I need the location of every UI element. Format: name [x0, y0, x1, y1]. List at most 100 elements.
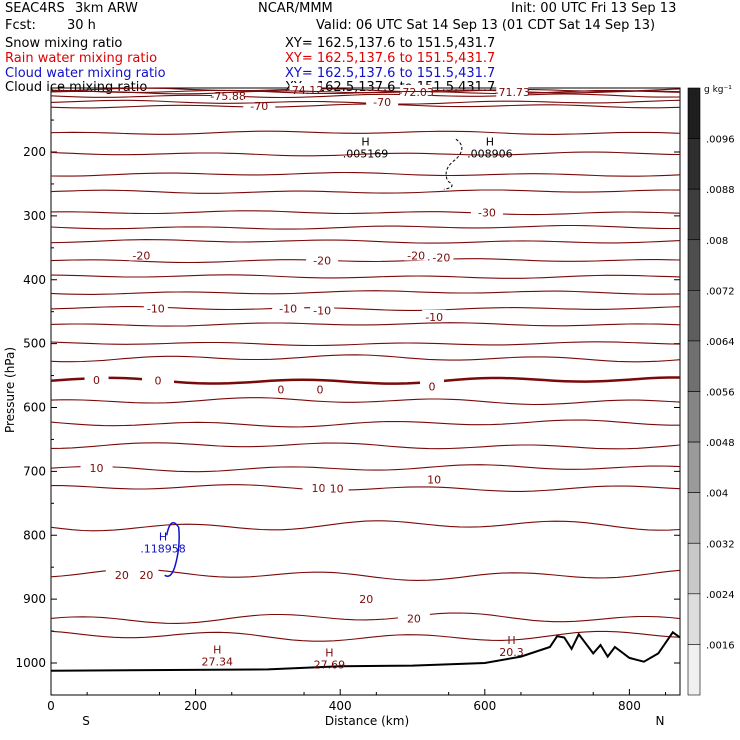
field-cloudwater-xy: XY= 162.5,137.6 to 151.5,431.7	[285, 66, 496, 81]
contour-label: 0	[429, 380, 436, 393]
colorbar-tick-label: .0088	[706, 185, 735, 196]
colorbar-segment	[687, 441, 701, 493]
temperature-contour	[50, 630, 681, 642]
colorbar-segment	[687, 644, 701, 696]
contour-label-bg	[310, 303, 335, 316]
fcst-value: 30 h	[67, 18, 96, 33]
x-axis-label: Distance (km)	[325, 714, 409, 728]
center-label: NCAR/MMM	[258, 1, 333, 16]
contour-label-bg	[80, 461, 113, 474]
contour-label-bg	[84, 373, 109, 386]
contour-label: -10	[147, 302, 165, 315]
contour-label: -20	[132, 249, 150, 262]
field-rain-xy: XY= 162.5,137.6 to 151.5,431.7	[285, 51, 496, 66]
y-tick-label: 500	[23, 337, 46, 351]
cloud-water-contour	[164, 522, 180, 577]
y-tick-label: 700	[23, 464, 46, 478]
temperature-contour	[50, 419, 680, 428]
contour-label-bg	[306, 253, 339, 266]
temperature-contour	[50, 89, 681, 95]
contour-label: 20	[115, 569, 129, 582]
contour-label-bg	[420, 379, 445, 392]
y-tick-label: 1000	[15, 656, 46, 670]
contour-label-bg	[268, 382, 293, 395]
contour-label-bg	[129, 248, 154, 261]
model-label: 3km ARW	[75, 1, 138, 16]
contour-label: -70	[250, 100, 268, 113]
colorbar-tick-label: .004	[706, 489, 728, 500]
contour-label: -70	[373, 96, 391, 109]
temperature-contour	[50, 103, 681, 109]
contour-label: 10	[427, 474, 441, 487]
contour-label: 0	[277, 384, 284, 397]
contour-label: -10	[279, 302, 297, 315]
temperature-contour	[50, 442, 681, 450]
colorbar-unit: g kg⁻¹	[704, 85, 732, 95]
temperature-contour	[50, 189, 681, 194]
temperature-contour	[50, 274, 681, 279]
temperature-contour	[50, 520, 681, 532]
colorbar-segment	[687, 492, 701, 544]
temperature-contour	[50, 290, 681, 295]
temperature-contour	[50, 354, 681, 363]
contour-label-bg	[324, 481, 349, 494]
temperature-contour	[50, 464, 681, 473]
contour-label-bg	[422, 472, 447, 485]
high-marker: H	[325, 647, 333, 660]
contour-label: 20	[359, 593, 373, 606]
temperature-contour	[50, 151, 681, 157]
field-cloudwater-name: Cloud water mixing ratio	[5, 66, 166, 81]
contour-label: -30	[478, 207, 496, 220]
contour-label-bg	[422, 309, 447, 322]
contour-label: -10	[313, 304, 331, 317]
x-tick-label: 200	[184, 699, 207, 713]
contour-label: -10	[425, 311, 443, 324]
high-marker: H	[159, 530, 167, 543]
colorbar-segment	[687, 593, 701, 645]
contour-label-bg	[134, 567, 159, 580]
terrain-line	[50, 630, 681, 672]
colorbar-segment	[687, 391, 701, 443]
colorbar-tick-label: .0048	[706, 438, 735, 449]
contour-label: 10	[312, 482, 326, 495]
y-tick-label: 800	[23, 528, 46, 542]
contour-label-bg	[142, 373, 175, 386]
y-tick-label: 400	[23, 273, 46, 287]
contour-label: 0	[316, 384, 323, 397]
colorbar-segment	[687, 290, 701, 342]
contour-label: -71.73	[495, 86, 530, 99]
contour-label-bg	[397, 611, 430, 624]
contour-label: -20	[432, 251, 450, 264]
colorbar-tick-label: .0032	[706, 539, 735, 550]
valid-label: Valid: 06 UTC Sat 14 Sep 13 (01 CDT Sat …	[316, 18, 656, 33]
temperature-contour	[50, 612, 681, 624]
colorbar-segment	[687, 138, 701, 190]
contour-label-bg	[404, 248, 429, 261]
x-tick-label: 600	[473, 699, 496, 713]
contour-label-bg	[307, 382, 332, 395]
colorbar-segment	[687, 542, 701, 595]
contour-label-bg	[289, 83, 322, 96]
contour-label: -20	[407, 249, 425, 262]
temperature-contour	[50, 341, 681, 347]
contour-label-bg	[429, 250, 454, 263]
temperature-contour	[50, 397, 681, 406]
contour-label: 0	[93, 374, 100, 387]
contour-label: 0	[155, 375, 162, 388]
colorbar-tick-label: .008	[706, 236, 728, 247]
contour-label: 20	[407, 612, 421, 625]
temperature-contour	[50, 130, 681, 135]
colorbar-tick-label: .0056	[706, 388, 735, 399]
x-tick-label: 400	[329, 699, 352, 713]
fcst-label: Fcst:	[5, 18, 36, 33]
contour-label: 10	[330, 483, 344, 496]
field-rain-name: Rain water mixing ratio	[5, 51, 158, 66]
y-axis-label: Pressure (hPa)	[3, 347, 17, 433]
temperature-contour	[50, 239, 681, 244]
contour-label-bg	[470, 205, 503, 218]
colorbar-tick-label: .0096	[706, 135, 735, 146]
field-snow-name: Snow mixing ratio	[5, 36, 123, 51]
y-tick-label: 900	[23, 592, 46, 606]
contour-label-bg	[272, 301, 305, 314]
